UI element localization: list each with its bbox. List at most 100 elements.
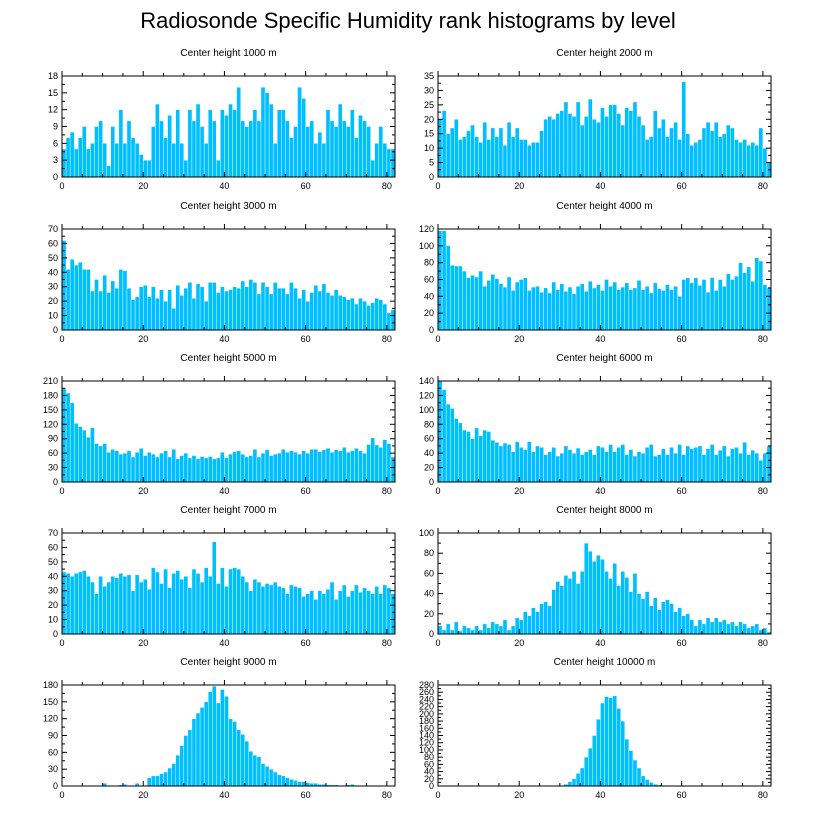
histogram-bar [126,287,132,331]
y-tick-label: 30 [48,764,58,774]
histogram-bar [685,613,690,635]
histogram-bar [228,568,233,635]
histogram-bar [151,567,156,635]
panel-title: Center height 1000 m [180,48,276,59]
histogram-bar [321,593,327,635]
y-tick-label: 10 [48,615,58,625]
histogram-bar [309,120,314,178]
x-tick-label: 60 [301,790,311,800]
histogram-bar [134,296,140,331]
histogram-bar [167,289,172,331]
histogram-bar [106,451,111,483]
histogram-bar [486,280,491,331]
histogram-bar [628,110,634,178]
histogram-bar [366,590,371,635]
histogram-bar [252,282,258,331]
histogram-bar [644,779,650,787]
histogram-bar [620,286,626,331]
histogram-bar [600,447,605,483]
y-tick-label: 12 [48,105,58,115]
histogram-bar [709,621,715,635]
histogram-bar [462,136,467,178]
histogram-panel-6: Center height 6000 m 0 20 40 60 80 0 20 40 60 80 10… [419,353,772,496]
y-tick-label: 50 [48,557,58,567]
histogram-bar [248,590,254,635]
histogram-bar [260,282,266,331]
histogram-bar [268,768,274,787]
histogram-bar [612,281,617,331]
histogram-bar [159,583,164,635]
histogram-bar [718,279,723,331]
histogram-bar [665,599,670,635]
histogram-bar [301,450,306,483]
histogram-bar [187,587,193,635]
histogram-bar [90,427,95,483]
histogram-bar [207,576,213,635]
histogram-bar [486,627,491,635]
histogram-bar [762,284,768,331]
histogram-bar [661,119,666,178]
histogram-bar [248,120,254,178]
histogram-bar [571,116,577,178]
histogram-bar [734,625,739,635]
histogram-bar [462,429,467,483]
histogram-bar [90,290,95,331]
histogram-bar [709,277,715,331]
histogram-bar [195,283,201,331]
histogram-bar [449,408,455,483]
histogram-bar [277,452,282,483]
histogram-bar [293,126,298,178]
y-tick-label: 180 [43,680,58,690]
histogram-bar [701,279,707,331]
histogram-bar [151,775,156,787]
histogram-bar [563,101,569,178]
y-tick-label: 140 [419,731,434,741]
histogram-bar [333,126,339,178]
histogram-bar [498,127,504,178]
histogram-bar [742,623,747,635]
histogram-bar [179,578,185,635]
histogram-bar [73,264,79,331]
histogram-bar [701,623,707,635]
x-tick-label: 20 [514,334,524,344]
histogram-bar [199,581,205,635]
histogram-bar [510,290,516,331]
histogram-bar [519,279,524,331]
y-tick-label: 120 [419,224,434,234]
histogram-bar [592,561,597,635]
histogram-bar [636,280,642,331]
histogram-bar [506,276,512,331]
histogram-bar [604,279,609,331]
histogram-bar [551,447,556,483]
histogram-bar [252,578,258,635]
histogram-bar [730,127,735,178]
histogram-bar [441,110,447,178]
histogram-bar [61,240,67,331]
histogram-bar [673,286,678,331]
histogram-bar [494,136,500,178]
panel-title: Center height 4000 m [556,201,652,212]
y-tick-label: 30 [424,85,434,95]
histogram-bar [94,593,99,635]
x-tick-label: 20 [514,486,524,496]
histogram-bar [159,289,164,331]
histogram-bar [445,133,451,178]
histogram-bar [220,567,225,635]
histogram-bar [143,455,148,483]
histogram-bar [285,451,290,483]
histogram-bar [693,447,699,483]
y-tick-label: 70 [48,224,58,234]
x-tick-label: 20 [138,181,148,191]
histogram-bar [346,299,351,331]
histogram-bar [138,448,144,483]
histogram-bar [163,450,168,483]
histogram-bar [220,109,225,178]
histogram-bar [244,581,250,635]
histogram-bar [159,773,164,787]
histogram-bar [272,282,278,331]
histogram-bar [134,574,140,635]
histogram-bar [543,454,548,483]
histogram-bar [78,137,83,178]
y-tick-label: 210 [43,376,58,386]
histogram-bar [297,298,302,331]
